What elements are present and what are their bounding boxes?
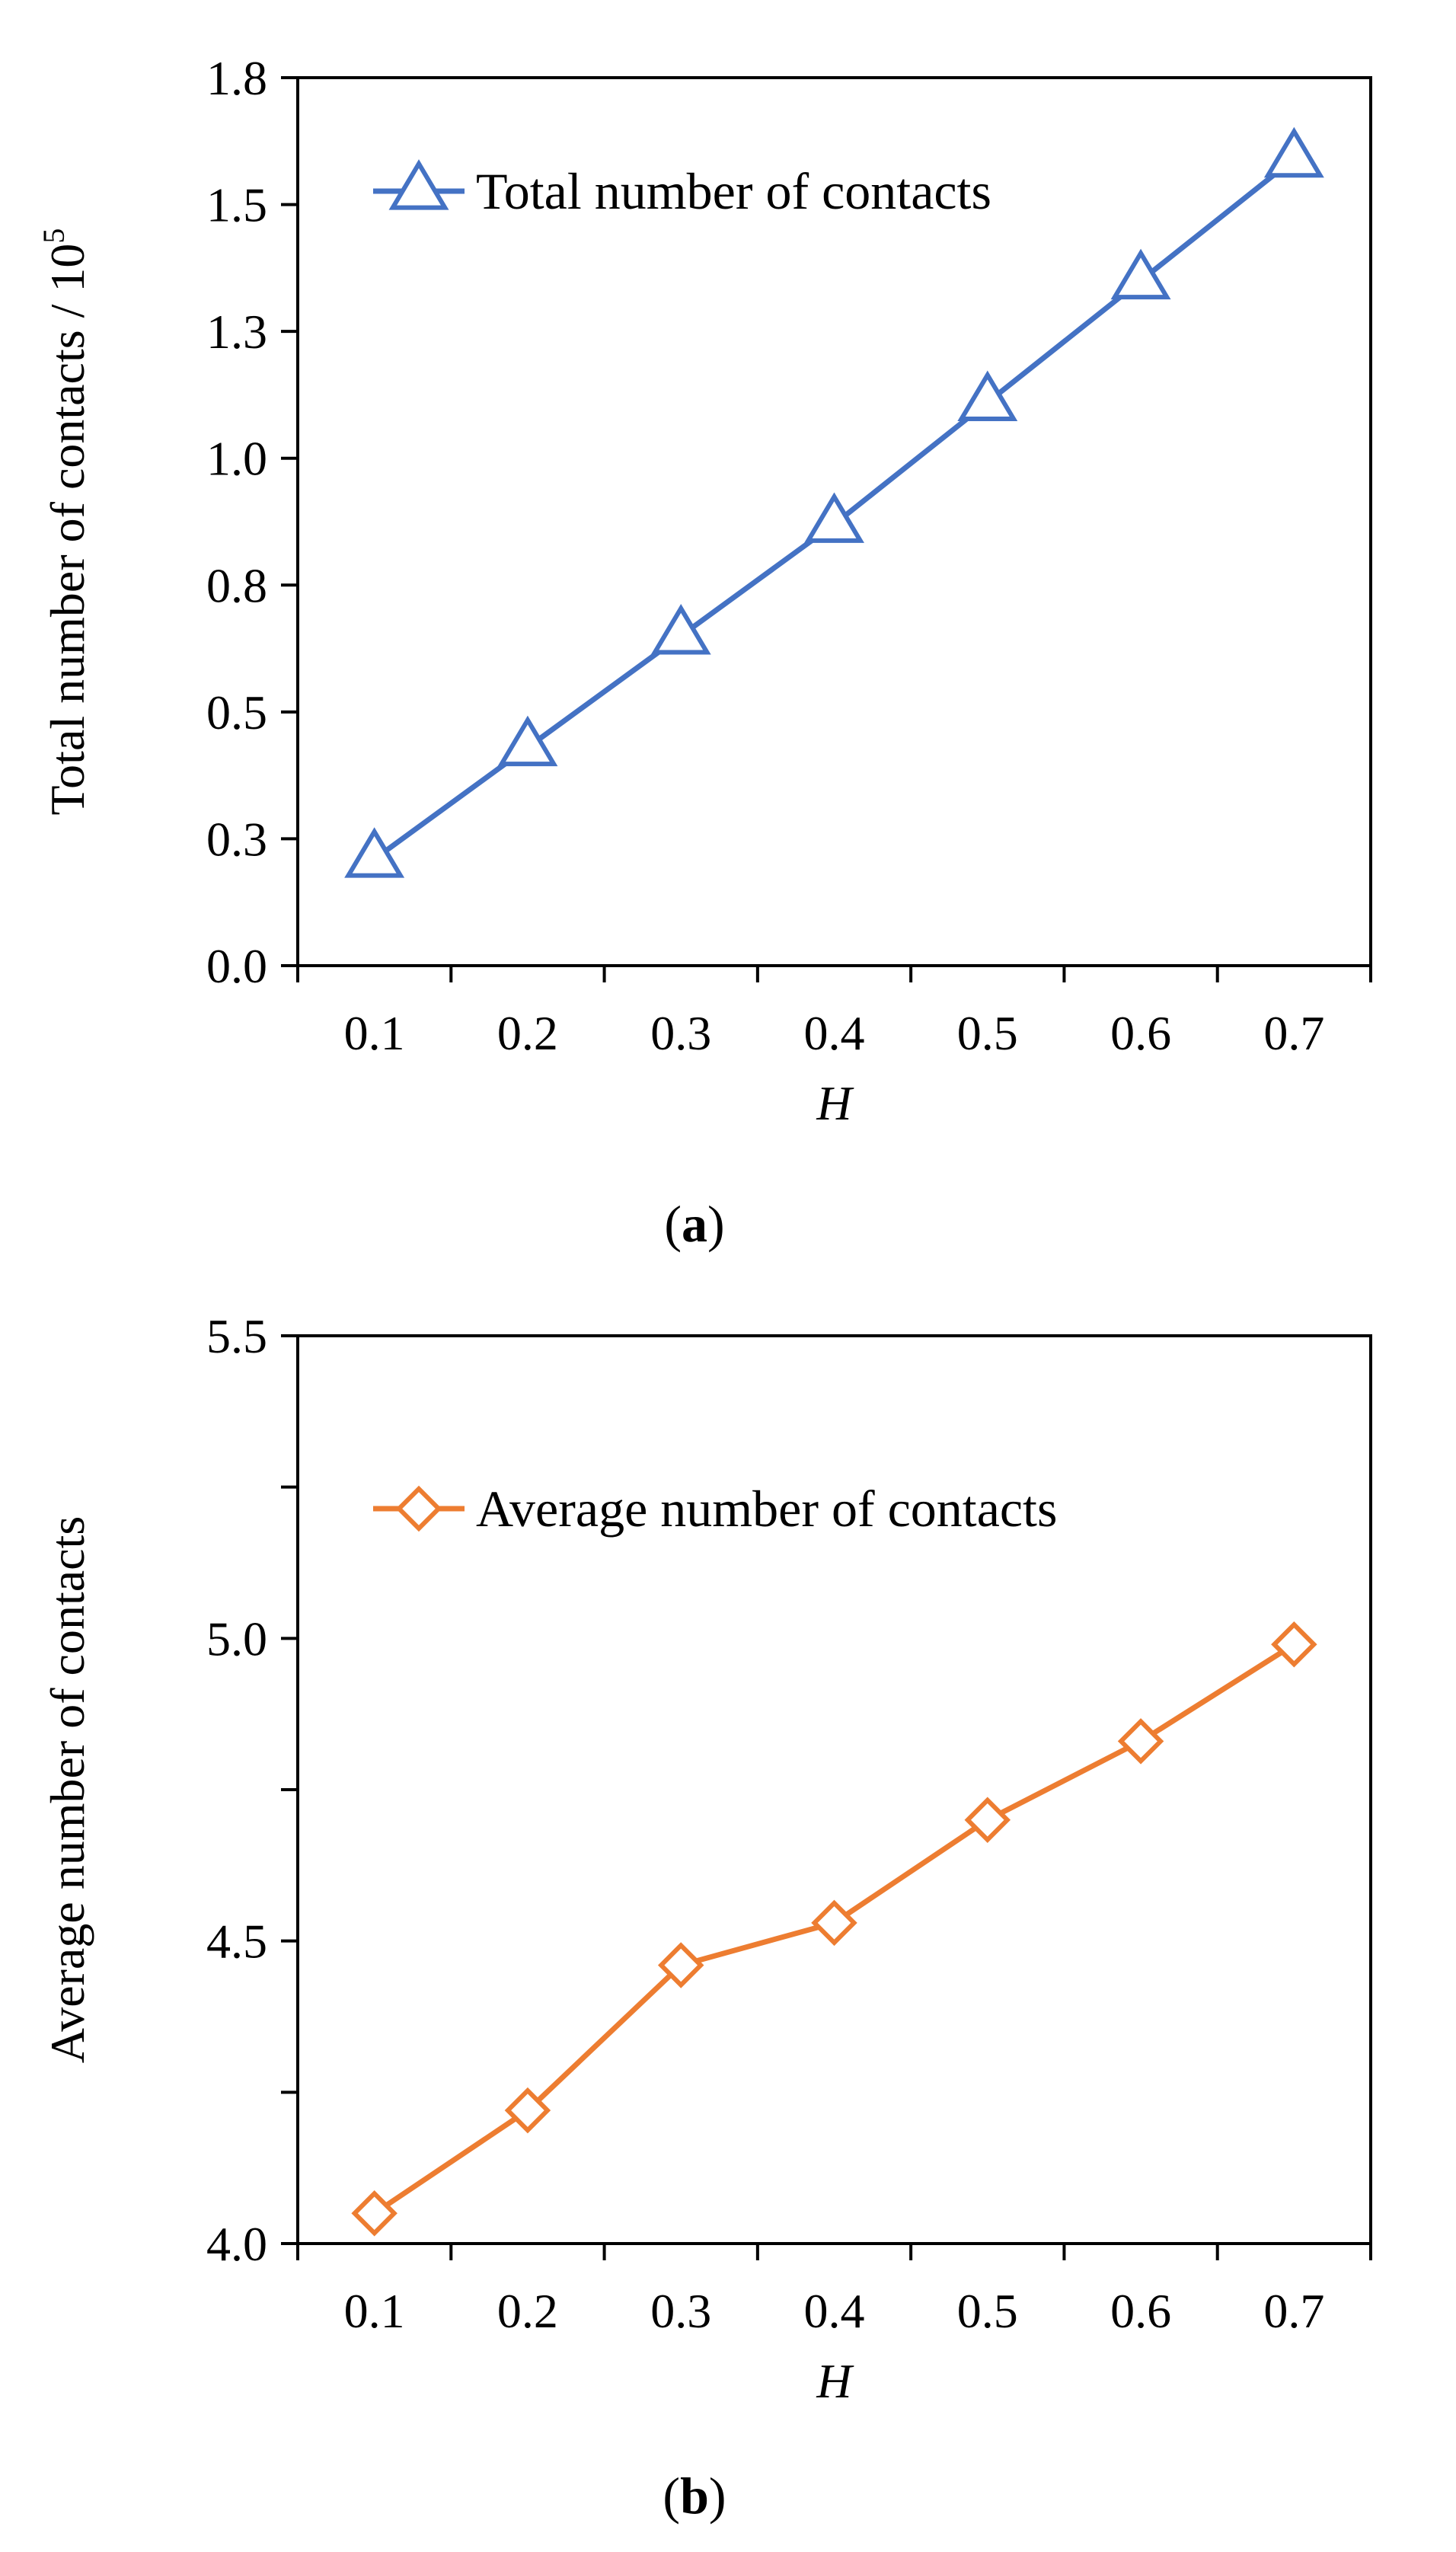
x-tick-label: 0.4 (804, 2284, 865, 2338)
x-tick-label: 0.5 (957, 1006, 1018, 1060)
y-tick-label: 1.8 (206, 51, 267, 105)
plot-frame (296, 1334, 1372, 2245)
legend-marker (395, 1485, 442, 1532)
y-tick-label: 0.5 (206, 685, 267, 739)
panel-label-letter: b (680, 2467, 709, 2525)
data-point (650, 604, 711, 655)
x-tick-label: 0.7 (1263, 2284, 1324, 2338)
y-axis-title-main: Average number of contacts (40, 1516, 94, 2064)
data-point (351, 2190, 398, 2237)
x-tick-label: 0.3 (650, 2284, 711, 2338)
y-tick-label: 1.3 (206, 305, 267, 359)
x-tick-label: 0.1 (344, 2284, 405, 2338)
panel-label: (a) (664, 1195, 724, 1253)
x-tick-label: 0.6 (1110, 1006, 1171, 1060)
legend-marker (388, 159, 449, 210)
data-point (497, 715, 558, 767)
y-tick-label: 4.0 (206, 2217, 267, 2271)
panel-label-close: ) (707, 1195, 725, 1253)
y-tick-label: 4.5 (206, 1915, 267, 1969)
y-tick-label: 5.5 (206, 1309, 267, 1363)
y-tick-label: 0.8 (206, 558, 267, 612)
data-point (504, 2087, 551, 2134)
y-tick-label: 1.0 (206, 432, 267, 486)
y-axis-title: Average number of contacts (40, 1516, 94, 2064)
legend-label: Total number of contacts (476, 162, 991, 220)
panel-label-open: ( (664, 1195, 682, 1253)
x-axis-title: H (816, 2354, 854, 2408)
chart-panel-b: 0.1 0.2 0.3 0.4 0.5 0.6 0.7 4.0 4.5 5.0 5.5 H Averag… (40, 1309, 1372, 2525)
data-point (1271, 1621, 1317, 1668)
data-point (344, 827, 405, 878)
legend-label: Average number of contacts (476, 1480, 1057, 1538)
panel-label: (b) (663, 2467, 726, 2525)
y-axis-title-main: Total number of contacts / 10 (40, 244, 94, 816)
panel-label-open: ( (663, 2467, 680, 2525)
y-tick-label: 1.5 (206, 178, 267, 232)
x-tick-label: 0.5 (957, 2284, 1018, 2338)
x-tick-label: 0.3 (650, 1006, 711, 1060)
y-tick-label: 0.3 (206, 812, 267, 866)
chart-panel-a: 0.1 0.2 0.3 0.4 0.5 0.6 0.7 0.0 0.3 0.5 0.8 1.0 1.3 1… (37, 51, 1372, 1253)
data-point (804, 492, 864, 543)
panel-label-letter: a (682, 1195, 707, 1253)
x-tick-label: 0.6 (1110, 2284, 1171, 2338)
y-tick-label: 0.0 (206, 939, 267, 993)
x-tick-label: 0.4 (804, 1006, 865, 1060)
data-point (1117, 1718, 1164, 1765)
x-tick-label: 0.1 (344, 1006, 405, 1060)
x-tick-label: 0.7 (1263, 1006, 1324, 1060)
data-point (657, 1942, 704, 1988)
y-axis-title-superscript: 5 (37, 228, 71, 244)
data-point (957, 370, 1018, 422)
x-axis-title: H (816, 1076, 854, 1130)
data-point (1263, 126, 1324, 178)
data-point (811, 1899, 857, 1947)
x-tick-label: 0.2 (497, 1006, 558, 1060)
data-point (1110, 248, 1171, 300)
y-axis-title: Total number of contacts / 105 (37, 228, 94, 816)
plot-frame (296, 76, 1372, 967)
x-tick-label: 0.2 (497, 2284, 558, 2338)
y-tick-label: 5.0 (206, 1611, 267, 1666)
data-point (964, 1797, 1011, 1843)
panel-label-close: ) (709, 2467, 726, 2525)
